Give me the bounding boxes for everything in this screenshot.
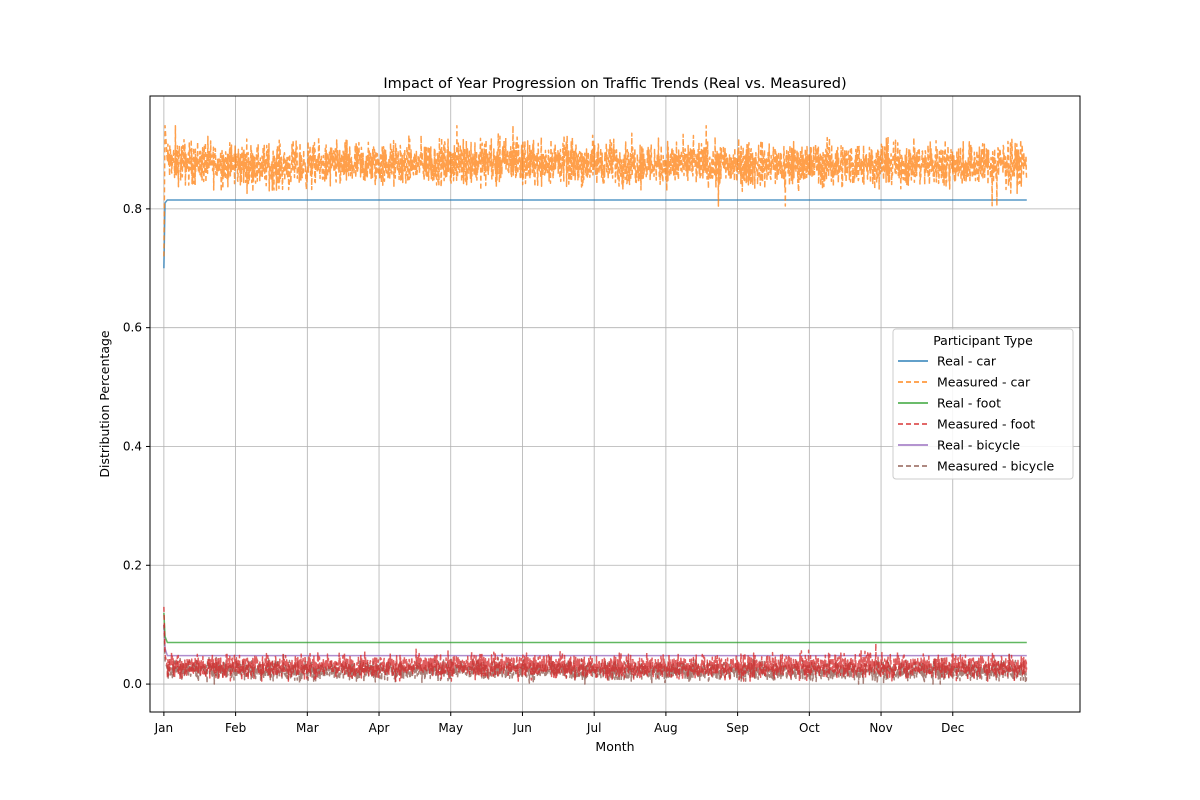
x-tick-label: Apr (369, 721, 390, 735)
legend-label: Real - foot (937, 396, 1001, 411)
x-axis-label: Month (595, 739, 634, 754)
x-tick-label: May (438, 721, 463, 735)
series-line-measured-car (163, 124, 1028, 257)
legend-title: Participant Type (933, 333, 1033, 348)
y-tick-label: 0.0 (123, 677, 142, 691)
y-axis-label: Distribution Percentage (97, 330, 112, 478)
y-axis: 0.0 0.2 0.4 0.6 0.8 (123, 202, 150, 691)
legend-label: Real - car (937, 354, 997, 369)
y-tick-label: 0.2 (123, 558, 142, 572)
legend-label: Measured - bicycle (937, 459, 1055, 474)
axes-frame (149, 95, 1081, 713)
x-tick-label: Jun (512, 721, 532, 735)
x-tick-label: Feb (225, 721, 246, 735)
grid-lines (150, 96, 1080, 712)
x-tick-label: Mar (296, 721, 319, 735)
legend-label: Measured - foot (937, 417, 1035, 432)
legend-label: Measured - car (937, 375, 1031, 390)
x-tick-label: Jan (154, 721, 174, 735)
chart-title: Impact of Year Progression on Traffic Tr… (383, 76, 846, 92)
y-tick-label: 0.4 (123, 439, 142, 453)
legend-box (892, 328, 1074, 480)
legend-entries: Real - car Measured - car Real - foot Measu… (898, 354, 1055, 474)
series-line-measured-foot (163, 606, 1028, 682)
y-tick-label: 0.8 (123, 202, 142, 216)
x-axis: Jan Feb Mar Apr May Jun Jul Aug Sep Oct Nov Dec (154, 712, 964, 735)
x-tick-label: Jul (586, 721, 601, 735)
y-tick-label: 0.6 (123, 321, 142, 335)
x-tick-label: Dec (941, 721, 964, 735)
legend-label: Real - bicycle (937, 438, 1020, 453)
x-tick-label: Oct (799, 721, 820, 735)
x-tick-label: Sep (726, 721, 749, 735)
plot-area (163, 124, 1028, 685)
x-tick-label: Nov (869, 721, 892, 735)
legend: Participant Type Real - car Measured - ca… (892, 328, 1074, 480)
x-tick-label: Aug (654, 721, 677, 735)
